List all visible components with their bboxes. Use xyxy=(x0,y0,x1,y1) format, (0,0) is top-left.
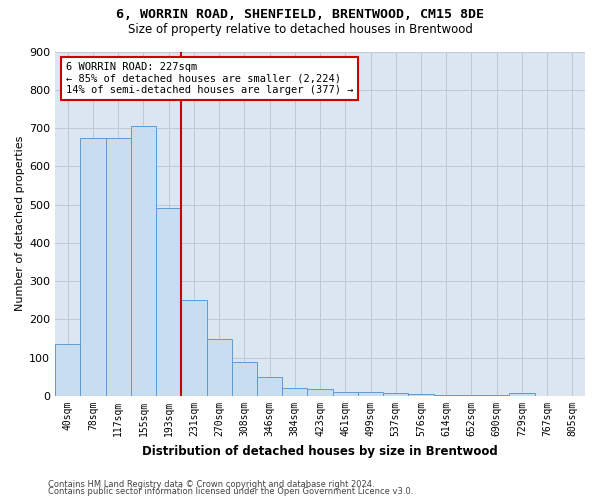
Bar xyxy=(55,344,80,396)
Bar xyxy=(232,362,257,396)
Text: Size of property relative to detached houses in Brentwood: Size of property relative to detached ho… xyxy=(128,22,472,36)
Y-axis label: Number of detached properties: Number of detached properties xyxy=(15,136,25,312)
Text: Contains public sector information licensed under the Open Government Licence v3: Contains public sector information licen… xyxy=(48,488,413,496)
Bar xyxy=(383,394,409,396)
Bar xyxy=(509,394,535,396)
Bar xyxy=(257,377,282,396)
Text: Contains HM Land Registry data © Crown copyright and database right 2024.: Contains HM Land Registry data © Crown c… xyxy=(48,480,374,489)
Text: 6, WORRIN ROAD, SHENFIELD, BRENTWOOD, CM15 8DE: 6, WORRIN ROAD, SHENFIELD, BRENTWOOD, CM… xyxy=(116,8,484,20)
Text: 6 WORRIN ROAD: 227sqm
← 85% of detached houses are smaller (2,224)
14% of semi-d: 6 WORRIN ROAD: 227sqm ← 85% of detached … xyxy=(66,62,353,95)
Bar xyxy=(131,126,156,396)
Bar xyxy=(80,138,106,396)
Bar xyxy=(409,394,434,396)
Bar xyxy=(106,138,131,396)
X-axis label: Distribution of detached houses by size in Brentwood: Distribution of detached houses by size … xyxy=(142,444,498,458)
Bar xyxy=(181,300,206,396)
Bar xyxy=(332,392,358,396)
Bar xyxy=(307,389,332,396)
Bar xyxy=(206,338,232,396)
Bar xyxy=(282,388,307,396)
Bar xyxy=(156,208,181,396)
Bar xyxy=(358,392,383,396)
